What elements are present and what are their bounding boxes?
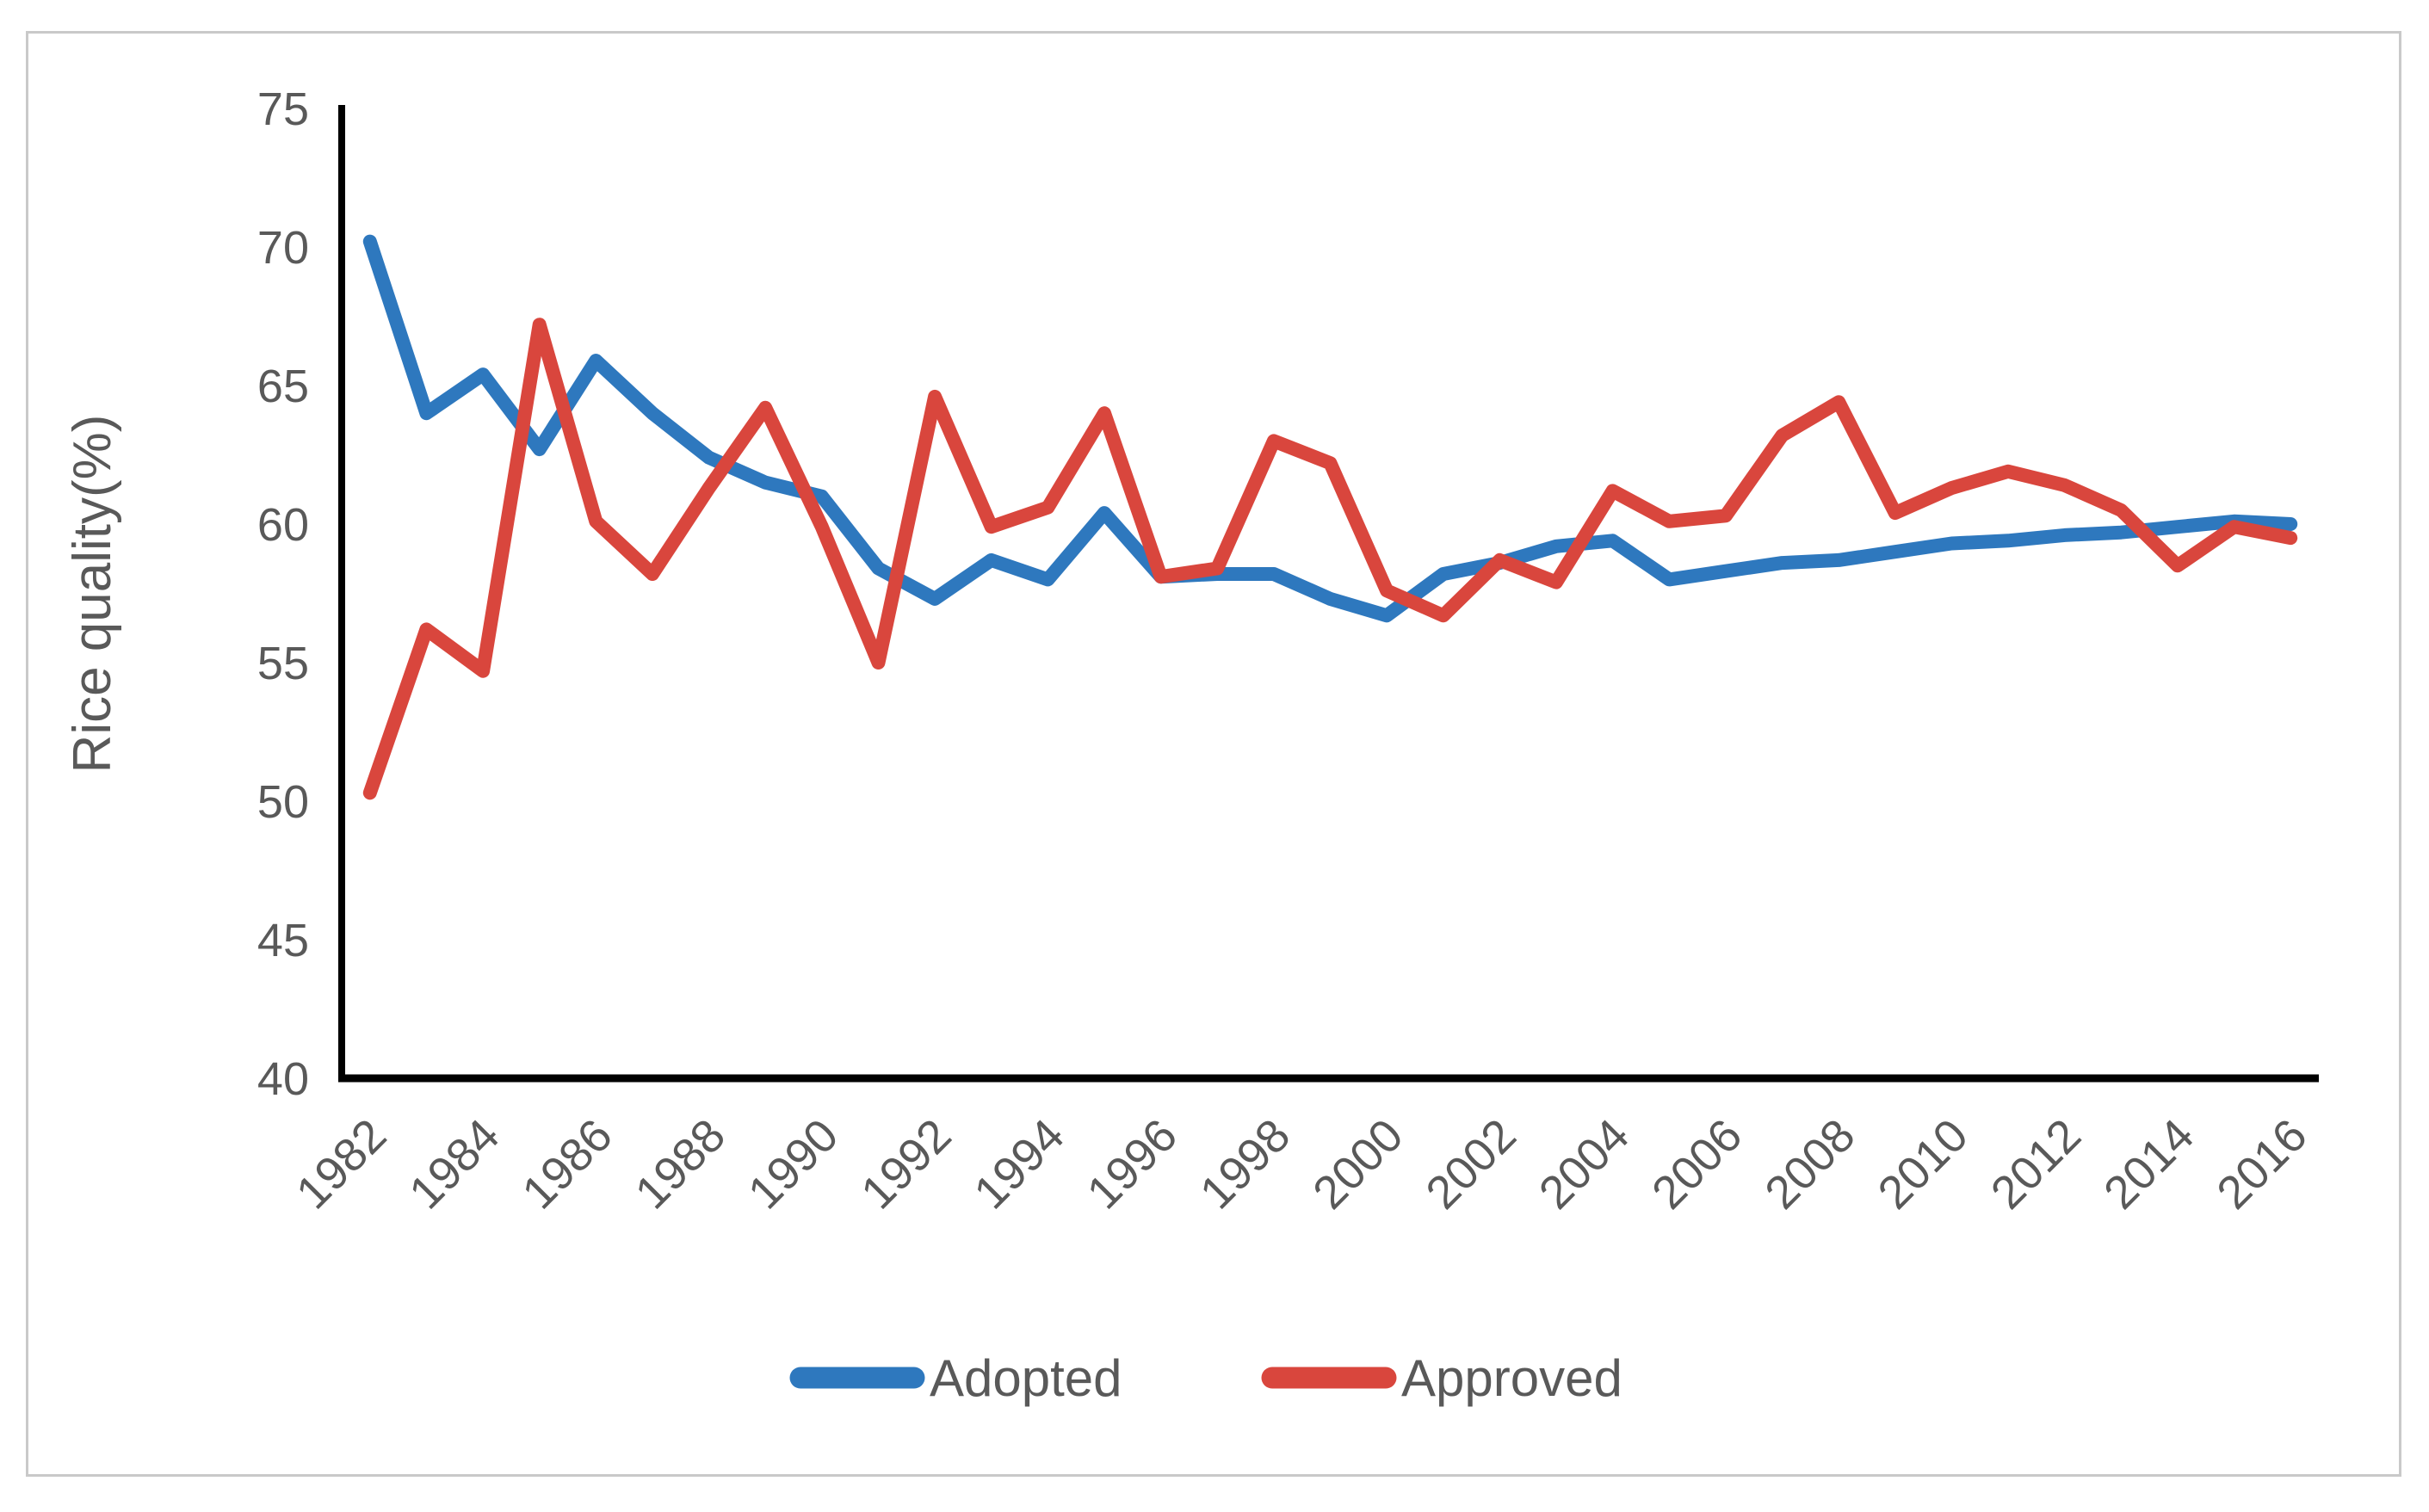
y-tick-label: 60 xyxy=(257,499,309,551)
x-tick-label: 1992 xyxy=(851,1109,961,1219)
x-tick-label: 2010 xyxy=(1869,1109,1978,1219)
y-tick-label: 45 xyxy=(257,915,309,966)
x-tick-label: 1990 xyxy=(739,1109,848,1219)
y-tick-label: 70 xyxy=(257,222,309,274)
x-tick-label: 1984 xyxy=(399,1109,509,1219)
x-tick-label: 2008 xyxy=(1755,1109,1864,1219)
x-tick-label: 2006 xyxy=(1642,1109,1752,1219)
series-lines xyxy=(362,234,2298,800)
x-tick-label: 2016 xyxy=(2207,1109,2316,1219)
y-axis-title: Rice quality(%) xyxy=(63,415,122,774)
x-tick-labels: 1982 1984 1986 1988 1990 1992 1994 1996 1998 2000… xyxy=(287,1109,2317,1219)
x-tick-label: 1996 xyxy=(1078,1109,1187,1219)
y-tick-label: 50 xyxy=(257,776,309,828)
x-tick-label: 1998 xyxy=(1190,1109,1300,1219)
series-adopted-line xyxy=(362,234,2298,623)
legend-item-adopted: Adopted xyxy=(789,1349,1122,1407)
x-tick-label: 1994 xyxy=(964,1109,1073,1219)
series-approved-line xyxy=(362,318,2298,800)
figure-border xyxy=(26,31,2401,1477)
x-tick-label: 2000 xyxy=(1303,1109,1412,1219)
x-tick-label: 1988 xyxy=(626,1109,735,1219)
x-tick-label: 2002 xyxy=(1416,1109,1525,1219)
x-tick-label: 2014 xyxy=(2094,1109,2203,1219)
x-tick-label: 2004 xyxy=(1530,1109,1639,1219)
y-tick-label: 55 xyxy=(257,638,309,689)
legend: Adopted Approved xyxy=(789,1349,1622,1407)
legend-label-approved: Approved xyxy=(1401,1349,1622,1407)
x-tick-label: 1982 xyxy=(287,1109,396,1219)
y-tick-label: 40 xyxy=(257,1053,309,1105)
legend-item-approved: Approved xyxy=(1261,1349,1622,1407)
y-tick-label: 75 xyxy=(257,83,309,135)
y-tick-labels: 40 45 50 55 60 65 70 75 xyxy=(257,83,309,1105)
x-tick-label: 1986 xyxy=(512,1109,621,1219)
y-tick-label: 65 xyxy=(257,361,309,412)
x-tick-label: 2012 xyxy=(1981,1109,2091,1219)
legend-label-adopted: Adopted xyxy=(930,1349,1122,1407)
